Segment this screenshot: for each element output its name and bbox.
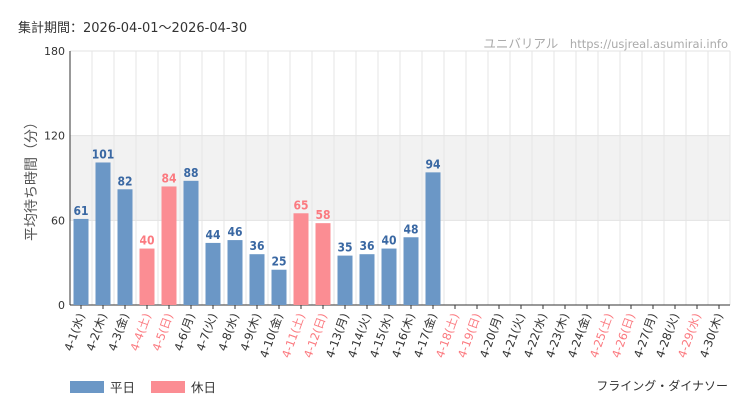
bar-4-1(水) [73, 218, 89, 305]
y-tick-label: 0 [58, 299, 65, 312]
legend-label-weekday: 平日 [110, 380, 136, 395]
bar-value-label: 94 [425, 157, 441, 171]
bar-4-8(水) [227, 240, 243, 305]
bar-4-9(木) [249, 254, 265, 305]
bar-value-label: 61 [73, 204, 88, 218]
y-tick-label: 180 [44, 45, 65, 58]
legend-item-holiday: 休日 [151, 377, 216, 396]
bar-value-label: 84 [161, 171, 177, 185]
site-credit: ユニバリアル https://usjreal.asumirai.info [483, 33, 728, 52]
bar-4-6(月) [183, 180, 199, 305]
bar-4-15(水) [381, 248, 397, 305]
bar-4-13(月) [337, 255, 353, 305]
bar-4-3(金) [117, 189, 133, 305]
period-label: 集計期間：2026-04-01～2026-04-30 [18, 21, 248, 36]
legend-swatch-weekday [70, 380, 104, 393]
bar-value-label: 82 [117, 174, 132, 188]
bar-4-11(土) [293, 213, 309, 305]
bar-value-label: 36 [359, 239, 374, 253]
site-name: ユニバリアル [483, 36, 559, 51]
bar-value-label: 58 [315, 208, 330, 222]
chart-legend: 平日 休日 [70, 377, 216, 396]
bar-4-10(金) [271, 269, 287, 305]
bar-4-12(日) [315, 223, 331, 305]
legend-item-weekday: 平日 [70, 377, 135, 396]
bar-4-17(金) [425, 172, 441, 305]
bar-value-label: 101 [92, 147, 115, 161]
bar-4-5(日) [161, 186, 177, 305]
bar-value-label: 35 [337, 241, 352, 255]
bar-value-label: 48 [403, 222, 418, 236]
y-axis-label: 平均待ち時間（分） [24, 115, 40, 241]
bar-value-label: 40 [381, 234, 396, 248]
legend-swatch-holiday [151, 380, 186, 393]
y-tick-label: 120 [44, 130, 65, 143]
bar-value-label: 25 [271, 255, 286, 269]
bar-4-4(土) [139, 248, 155, 305]
bar-value-label: 40 [139, 234, 154, 248]
bar-4-14(火) [359, 254, 375, 305]
bar-value-label: 46 [227, 225, 242, 239]
bar-value-label: 36 [249, 239, 264, 253]
site-url[interactable]: https://usjreal.asumirai.info [569, 37, 728, 51]
bar-value-label: 65 [293, 198, 308, 212]
bar-value-label: 44 [205, 228, 221, 242]
bar-value-label: 88 [183, 166, 198, 180]
y-tick-label: 60 [51, 214, 65, 227]
bar-4-7(火) [205, 242, 221, 305]
bar-4-2(木) [95, 162, 111, 305]
legend-label-holiday: 休日 [191, 380, 217, 395]
bar-4-16(木) [403, 237, 419, 305]
attraction-name: フライング・ダイナソー [596, 379, 728, 393]
